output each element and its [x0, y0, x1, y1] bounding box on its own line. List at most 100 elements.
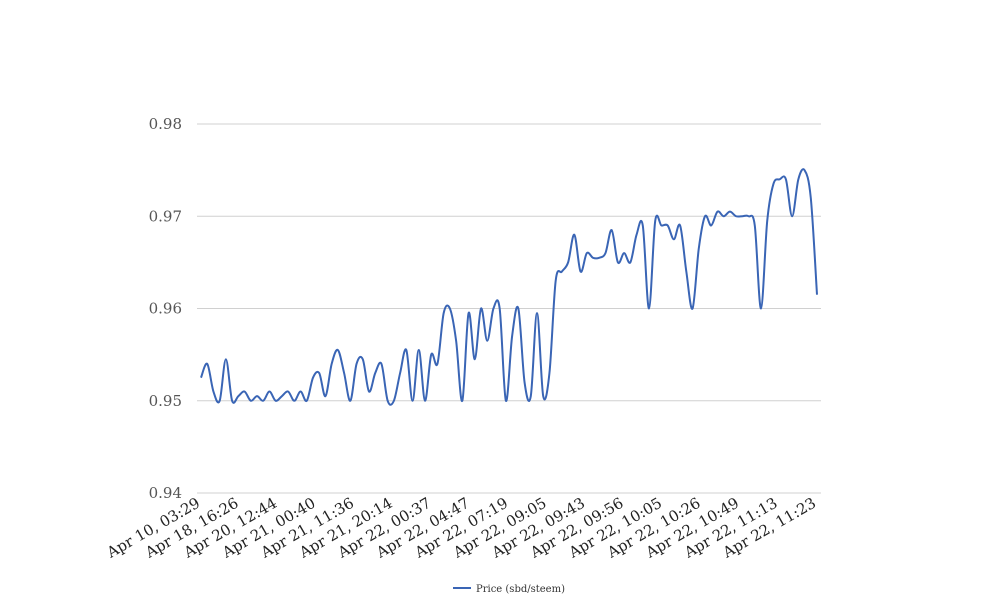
- data-point: [367, 390, 371, 394]
- data-point: [361, 357, 365, 361]
- data-point: [635, 233, 639, 237]
- data-point: [479, 307, 483, 311]
- legend-label-price: Price (sbd/steem): [476, 584, 565, 595]
- data-point: [411, 399, 415, 403]
- data-point: [572, 233, 576, 237]
- data-point: [386, 399, 390, 403]
- data-point: [460, 399, 464, 403]
- data-point: [790, 214, 794, 218]
- data-point: [659, 223, 663, 227]
- data-point: [715, 210, 719, 214]
- data-point: [311, 376, 315, 380]
- data-point: [417, 348, 421, 352]
- data-point: [504, 399, 508, 403]
- data-point: [778, 177, 782, 181]
- data-point: [261, 399, 265, 403]
- data-point: [274, 399, 278, 403]
- data-point: [330, 362, 334, 366]
- data-point: [672, 237, 676, 241]
- data-point: [535, 311, 539, 315]
- data-point: [815, 293, 819, 297]
- data-point: [292, 399, 296, 403]
- data-point: [597, 256, 601, 260]
- data-point: [467, 311, 471, 315]
- data-point: [348, 399, 352, 403]
- data-point: [305, 399, 309, 403]
- data-point: [218, 399, 222, 403]
- y-tick-label: 0.98: [149, 115, 182, 133]
- data-point: [379, 362, 383, 366]
- data-point: [560, 270, 564, 274]
- data-point: [796, 177, 800, 181]
- data-point: [373, 371, 377, 375]
- data-point: [803, 168, 807, 172]
- data-point: [678, 223, 682, 227]
- series-line-price: [200, 168, 818, 406]
- data-point: [429, 353, 433, 357]
- data-point: [473, 357, 477, 361]
- data-point: [516, 307, 520, 311]
- data-point: [784, 177, 788, 181]
- y-tick-label: 0.95: [149, 392, 182, 410]
- data-point: [299, 390, 303, 394]
- data-point: [697, 247, 701, 251]
- data-point: [529, 394, 533, 398]
- data-point: [684, 270, 688, 274]
- data-point: [647, 307, 651, 311]
- data-point: [666, 223, 670, 227]
- data-point: [224, 357, 228, 361]
- data-point: [759, 307, 763, 311]
- data-point: [448, 307, 452, 311]
- data-point: [280, 394, 284, 398]
- y-tick-label: 0.97: [149, 207, 182, 225]
- data-point: [398, 371, 402, 375]
- data-point: [243, 390, 247, 394]
- grid-lines: [197, 123, 821, 494]
- data-point: [199, 376, 203, 380]
- data-point: [211, 390, 215, 394]
- data-point: [392, 399, 396, 403]
- legend: Price (sbd/steem): [453, 584, 565, 595]
- data-point: [541, 394, 545, 398]
- data-point: [591, 256, 595, 260]
- y-tick-label: 0.94: [149, 484, 182, 502]
- y-tick-label: 0.96: [149, 300, 182, 318]
- data-point: [267, 390, 271, 394]
- data-point: [771, 182, 775, 186]
- data-point: [653, 219, 657, 223]
- data-point: [628, 260, 632, 264]
- data-point: [616, 260, 620, 264]
- data-point: [423, 399, 427, 403]
- data-point: [491, 307, 495, 311]
- data-point: [249, 399, 253, 403]
- data-point: [728, 210, 732, 214]
- data-point: [579, 270, 583, 274]
- data-point: [722, 214, 726, 218]
- data-point: [740, 214, 744, 218]
- data-point: [205, 362, 209, 366]
- data-point: [230, 399, 234, 403]
- data-point: [709, 223, 713, 227]
- data-point: [547, 371, 551, 375]
- data-point: [355, 362, 359, 366]
- data-point: [641, 223, 645, 227]
- data-point: [554, 279, 558, 283]
- data-point: [435, 362, 439, 366]
- data-point: [610, 228, 614, 232]
- data-point: [622, 251, 626, 255]
- data-point: [566, 260, 570, 264]
- data-point: [585, 251, 589, 255]
- data-point: [404, 348, 408, 352]
- data-point: [703, 214, 707, 218]
- data-point: [336, 348, 340, 352]
- y-axis-tick-labels: 0.94 0.95 0.96 0.97 0.98: [149, 115, 182, 502]
- series-lines: [199, 168, 819, 406]
- data-point: [442, 311, 446, 315]
- data-point: [255, 394, 259, 398]
- data-point: [510, 334, 514, 338]
- data-point: [809, 196, 813, 200]
- data-point: [498, 307, 502, 311]
